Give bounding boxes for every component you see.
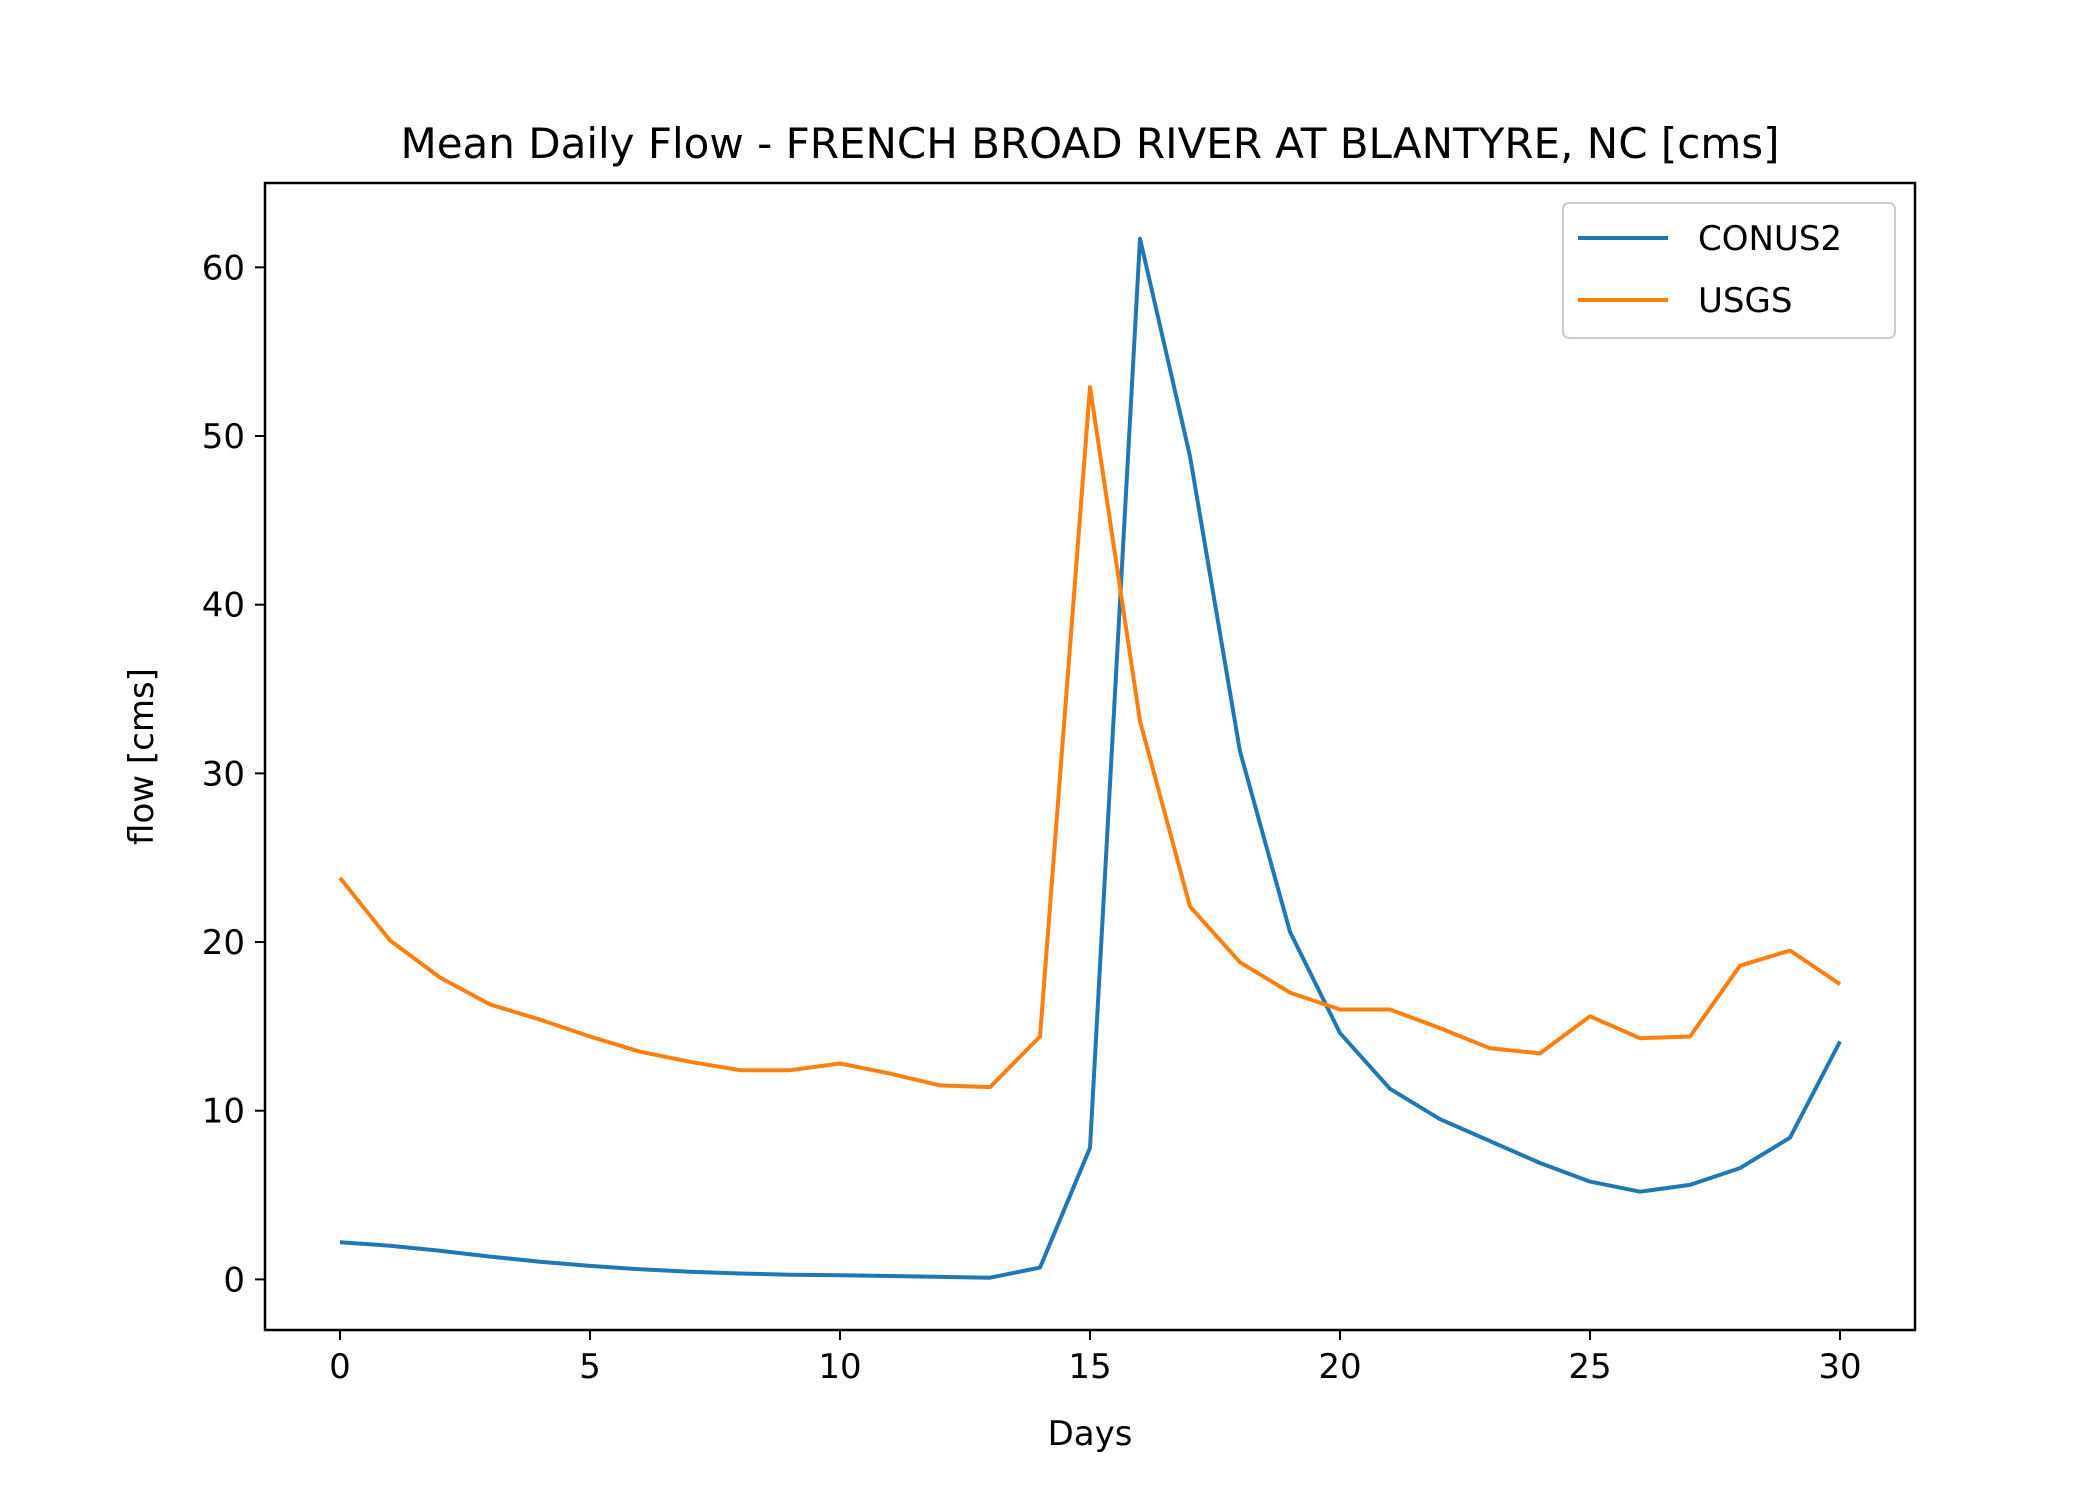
- x-tick-label: 0: [329, 1347, 351, 1387]
- x-tick-label: 15: [1068, 1347, 1111, 1387]
- x-tick-label: 5: [579, 1347, 601, 1387]
- legend: CONUS2 USGS: [1562, 202, 1896, 339]
- x-tick-label: 30: [1818, 1347, 1861, 1387]
- series-line-conus2: [339, 236, 1842, 1280]
- series-layer: [338, 236, 1842, 1280]
- y-tick-label: 0: [223, 1260, 245, 1300]
- x-axis: 0 5 10 15 20 25 30: [329, 1330, 1862, 1387]
- y-axis-label: flow [cms]: [122, 668, 162, 845]
- y-tick-label: 60: [202, 248, 245, 288]
- x-tick-label: 25: [1568, 1347, 1611, 1387]
- legend-label: CONUS2: [1698, 219, 1842, 259]
- x-tick-label: 10: [818, 1347, 861, 1387]
- legend-label: USGS: [1698, 281, 1792, 321]
- y-tick-label: 10: [202, 1092, 245, 1132]
- y-tick-label: 50: [202, 417, 245, 457]
- y-tick-label: 20: [202, 923, 245, 963]
- chart-title: Mean Daily Flow - FRENCH BROAD RIVER AT …: [400, 119, 1779, 168]
- y-tick-label: 30: [202, 754, 245, 794]
- y-tick-label: 40: [202, 586, 245, 626]
- series-line-usgs: [338, 385, 1842, 1090]
- y-axis: 0 10 20 30 40 50 60: [202, 248, 265, 1300]
- x-tick-label: 20: [1318, 1347, 1361, 1387]
- x-axis-label: Days: [1048, 1414, 1133, 1454]
